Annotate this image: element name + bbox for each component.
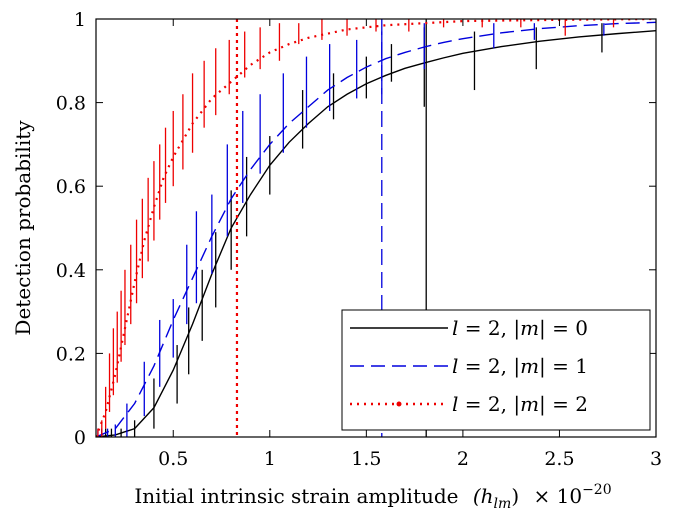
x-axis-label-symbol: (h <box>473 484 494 508</box>
x-tick-label: 1.5 <box>351 448 381 470</box>
x-axis-label-subscript: lm <box>494 496 512 512</box>
legend-suffix: | = 2 <box>539 392 588 417</box>
y-tick-label: 0 <box>74 427 86 449</box>
x-axis-label-close: ) <box>511 484 519 508</box>
legend-label: l = 2, |m| = 2 <box>452 392 588 417</box>
legend-marker <box>396 401 402 407</box>
series-2 <box>96 19 656 437</box>
series-line <box>96 21 656 437</box>
legend-mid: = 2, | <box>458 354 520 379</box>
x-tick-label: 2.5 <box>544 448 574 470</box>
x-tick-label: 0.5 <box>158 448 188 470</box>
legend-var-m: m <box>520 392 539 416</box>
legend-label: l = 2, |m| = 1 <box>452 354 588 379</box>
x-tick-label: 3 <box>650 448 662 470</box>
x-axis-label-text: Initial intrinsic strain amplitude <box>134 484 458 508</box>
legend-mid: = 2, | <box>458 392 520 417</box>
x-tick-label: 2 <box>457 448 469 470</box>
legend-var-l: l <box>452 354 458 378</box>
legend: l = 2, |m| = 0l = 2, |m| = 1l = 2, |m| =… <box>341 309 651 431</box>
y-tick-label: 1 <box>74 9 86 31</box>
y-tick-label: 0.4 <box>56 260 86 282</box>
series-line <box>96 30 656 437</box>
legend-suffix: | = 1 <box>539 354 588 379</box>
plot-frame <box>95 18 657 438</box>
y-tick-label: 0.2 <box>56 343 86 365</box>
legend-var-m: m <box>520 316 539 340</box>
legend-mid: = 2, | <box>458 316 520 341</box>
legend-label: l = 2, |m| = 0 <box>452 316 588 341</box>
y-tick-label: 0.8 <box>56 93 86 115</box>
y-axis-label: Detection probability <box>11 120 35 336</box>
x-axis-multiplier: × 10 <box>533 484 582 508</box>
x-axis-multiplier-exp: −20 <box>582 482 612 498</box>
legend-var-m: m <box>520 354 539 378</box>
axes-layer: 0.5 1 1.5 2 2.5 3 0 0.2 0.4 0.6 0.8 1 <box>56 9 662 470</box>
legend-box <box>341 309 651 431</box>
x-axis-label: Initial intrinsic strain amplitude (hlm)… <box>134 482 611 512</box>
legend-var-l: l <box>452 316 458 340</box>
legend-var-l: l <box>452 392 458 416</box>
legend-suffix: | = 0 <box>539 316 588 341</box>
y-tick-label: 0.6 <box>56 176 86 198</box>
x-tick-label: 1 <box>264 448 276 470</box>
